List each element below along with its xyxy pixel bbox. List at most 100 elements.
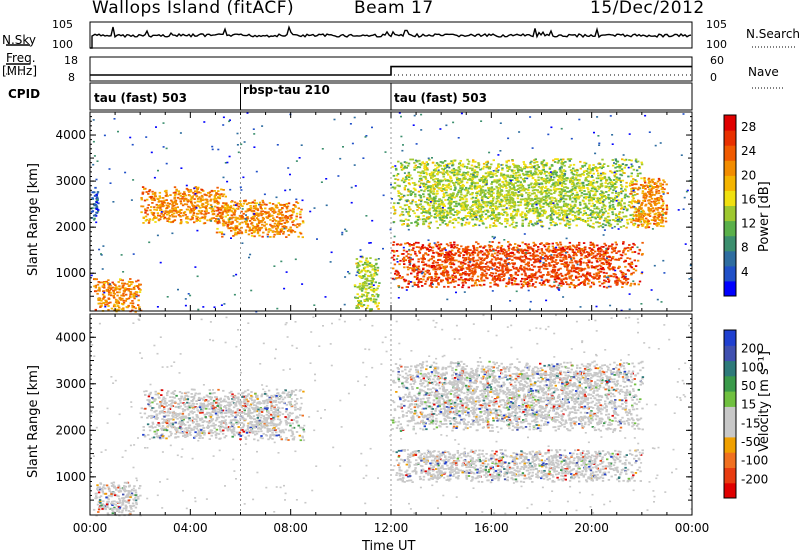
power-cell — [118, 307, 120, 309]
power-cell — [425, 281, 427, 283]
power-cell — [469, 255, 471, 257]
power-cell — [396, 244, 398, 246]
power-cell — [302, 220, 304, 222]
power-cell — [435, 273, 437, 275]
power-cell — [289, 218, 291, 220]
power-cell — [447, 277, 449, 279]
power-cell — [193, 212, 195, 214]
power-cell — [468, 274, 470, 276]
power-cell — [491, 246, 493, 248]
power-cell — [406, 286, 408, 288]
power-cell — [587, 279, 589, 281]
power-cell — [265, 227, 267, 229]
power-cell — [595, 255, 597, 257]
power-cell — [590, 213, 592, 215]
power-cell — [428, 260, 430, 262]
power-cell — [524, 274, 526, 276]
power-cell — [222, 195, 224, 197]
power-cell — [592, 282, 594, 284]
power-cell — [157, 215, 159, 217]
power-cell — [434, 181, 436, 183]
power-cell — [371, 308, 373, 310]
power-cell — [274, 223, 276, 225]
power-cell — [276, 216, 278, 218]
power-cell — [460, 245, 462, 247]
power-cell — [367, 280, 369, 282]
power-cell — [517, 270, 519, 272]
power-cell — [133, 306, 135, 308]
power-cell — [151, 202, 153, 204]
power-cell — [284, 218, 286, 220]
power-cell — [97, 191, 99, 193]
power-cell — [534, 286, 536, 288]
power-cell — [428, 250, 430, 252]
power-cell — [282, 220, 284, 222]
power-cell — [574, 219, 576, 221]
power-cell — [377, 308, 379, 310]
power-cell — [245, 229, 247, 231]
power-cell — [611, 244, 613, 246]
power-cell — [374, 270, 376, 272]
power-cell — [630, 283, 632, 285]
power-cell — [173, 205, 175, 207]
power-cell — [414, 251, 416, 253]
power-cell — [550, 257, 552, 259]
power-cell — [374, 303, 376, 305]
power-cell — [463, 172, 465, 174]
power-cell — [621, 198, 623, 200]
power-cell — [172, 216, 174, 218]
power-cell — [453, 286, 455, 288]
power-cell — [613, 273, 615, 275]
power-cell — [214, 190, 216, 192]
power-cell — [424, 169, 426, 171]
power-cell — [393, 259, 395, 261]
power-cell — [143, 217, 145, 219]
power-cell — [377, 267, 379, 269]
power-cell — [602, 251, 604, 253]
power-cell — [130, 302, 132, 304]
power-cell — [399, 275, 401, 277]
power-cell — [511, 284, 513, 286]
power-cell — [591, 188, 593, 190]
power-cell — [545, 280, 547, 282]
power-cell — [554, 210, 556, 212]
power-cell — [259, 230, 261, 232]
power-cell — [555, 222, 557, 224]
power-cell — [231, 222, 233, 224]
power-cell — [597, 172, 599, 174]
power-cell — [551, 200, 553, 202]
power-cell — [140, 205, 142, 207]
power-cell — [198, 201, 200, 203]
power-cell — [124, 287, 126, 289]
power-cell — [403, 250, 405, 252]
power-cell — [220, 193, 222, 195]
power-cell — [104, 304, 106, 306]
power-cell — [252, 201, 254, 203]
power-cell — [130, 292, 132, 294]
power-cell — [578, 273, 580, 275]
power-cell — [467, 264, 469, 266]
power-cell — [548, 205, 550, 207]
power-cell — [481, 280, 483, 282]
power-cell — [273, 234, 275, 236]
power-cell — [595, 272, 597, 274]
power-cell — [484, 258, 486, 260]
power-cell — [458, 248, 460, 250]
power-cell — [441, 261, 443, 263]
power-cell — [370, 300, 372, 302]
power-cell — [527, 189, 529, 191]
power-cell — [123, 300, 125, 302]
power-cell — [583, 252, 585, 254]
power-cell — [617, 223, 619, 225]
power-cell — [412, 270, 414, 272]
power-cell — [614, 167, 616, 169]
power-cell — [281, 217, 283, 219]
power-cell — [95, 290, 97, 292]
power-cell — [513, 226, 515, 228]
power-cell — [601, 206, 603, 208]
power-cell — [430, 191, 432, 193]
power-cell — [443, 275, 445, 277]
power-cell — [183, 212, 185, 214]
power-cell — [245, 231, 247, 233]
power-cell — [498, 262, 500, 264]
